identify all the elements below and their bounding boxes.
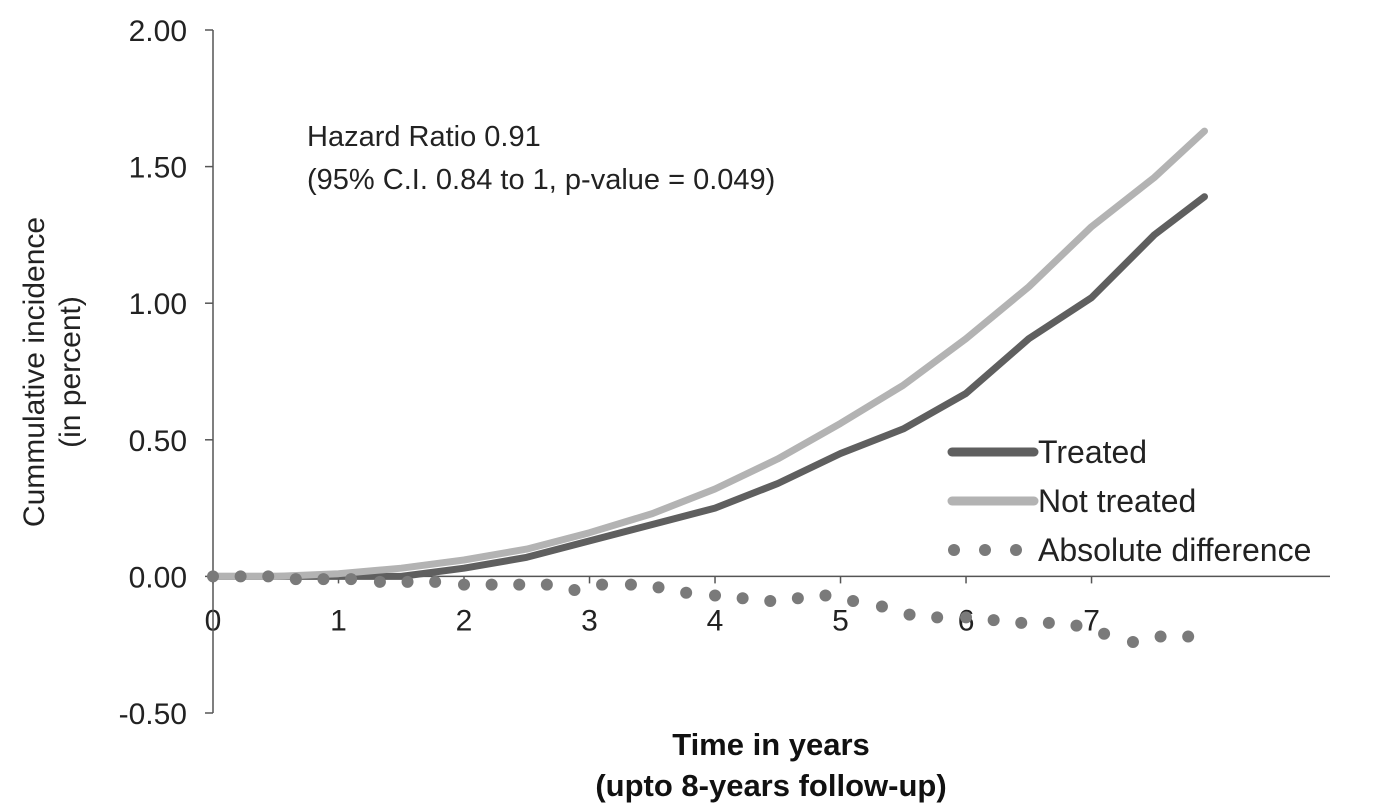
- data-point: [429, 575, 442, 588]
- data-point: [1126, 635, 1139, 648]
- series-absolute-difference: [207, 570, 1195, 648]
- data-point: [903, 608, 916, 621]
- x-tick-label: 2: [456, 604, 473, 637]
- data-point: [791, 592, 804, 605]
- data-point: [289, 573, 302, 586]
- data-point: [736, 592, 749, 605]
- data-point: [458, 578, 471, 591]
- data-point: [819, 589, 832, 602]
- x-tick-label: 7: [1083, 604, 1100, 637]
- legend-swatch: [1010, 544, 1022, 556]
- data-point: [207, 570, 219, 583]
- legend-swatch: [979, 544, 991, 556]
- data-point: [485, 578, 498, 591]
- legend-item-absolute-difference: Absolute difference: [948, 532, 1311, 568]
- data-point: [875, 600, 888, 613]
- y-tick-label: 1.00: [129, 288, 187, 321]
- data-point: [1098, 627, 1111, 640]
- x-tick-label: 5: [832, 604, 849, 637]
- legend-swatch: [948, 544, 960, 556]
- y-axis-label-line-1: Cummulative incidence: [18, 217, 51, 527]
- legend-item-not-treated: Not treated: [947, 483, 1196, 519]
- data-point: [709, 589, 722, 602]
- data-point: [540, 578, 553, 591]
- data-point: [401, 575, 414, 588]
- data-point: [624, 578, 637, 591]
- data-point: [847, 594, 860, 607]
- y-axis-ticks: 2.00 1.50 1.00 0.50 0.00 -0.50: [119, 15, 213, 731]
- legend-label: Not treated: [1038, 483, 1196, 519]
- x-tick-label: 4: [707, 604, 724, 637]
- data-point: [1042, 616, 1055, 629]
- series-line-treated: [209, 193, 1208, 580]
- y-tick-label: 1.50: [129, 152, 187, 185]
- data-point: [931, 611, 944, 624]
- data-point: [345, 573, 358, 586]
- y-tick-label: -0.50: [119, 698, 187, 731]
- data-point: [234, 570, 247, 583]
- y-tick-label: 2.00: [129, 15, 187, 48]
- data-point: [960, 611, 973, 624]
- x-axis-label: Time in years (upto 8-years follow-up): [595, 727, 946, 803]
- legend-item-treated: Treated: [947, 434, 1147, 470]
- data-point: [596, 578, 609, 591]
- data-point: [1154, 630, 1167, 643]
- data-point: [1070, 619, 1083, 632]
- x-tick-label: 3: [581, 604, 598, 637]
- data-point: [652, 581, 665, 594]
- x-axis-label-line-2: (upto 8-years follow-up): [595, 768, 946, 803]
- y-axis-label: Cummulative incidence (in percent): [18, 217, 87, 527]
- x-tick-label: 1: [330, 604, 347, 637]
- data-point: [1182, 630, 1195, 643]
- data-point: [764, 594, 777, 607]
- data-point: [987, 614, 1000, 627]
- series-line-not-treated: [209, 127, 1208, 580]
- legend-label: Absolute difference: [1038, 532, 1311, 568]
- y-tick-label: 0.00: [129, 561, 187, 594]
- data-point: [262, 570, 275, 583]
- series-group: [207, 127, 1208, 648]
- data-point: [373, 575, 386, 588]
- hazard-ratio-annotation: Hazard Ratio 0.91 (95% C.I. 0.84 to 1, p…: [307, 121, 775, 196]
- y-tick-label: 0.50: [129, 425, 187, 458]
- data-point: [1015, 616, 1028, 629]
- x-axis-label-line-1: Time in years: [672, 727, 870, 762]
- y-axis-label-line-2: (in percent): [54, 296, 87, 448]
- legend: Treated Not treated Absolute difference: [947, 434, 1311, 568]
- x-axis-ticks: 01234567: [205, 576, 1100, 637]
- data-point: [513, 578, 526, 591]
- annotation-line-1: Hazard Ratio 0.91: [307, 121, 541, 153]
- data-point: [568, 584, 581, 597]
- legend-label: Treated: [1038, 434, 1147, 470]
- annotation-line-2: (95% C.I. 0.84 to 1, p-value = 0.049): [307, 164, 775, 196]
- data-point: [317, 573, 330, 586]
- data-point: [680, 586, 693, 599]
